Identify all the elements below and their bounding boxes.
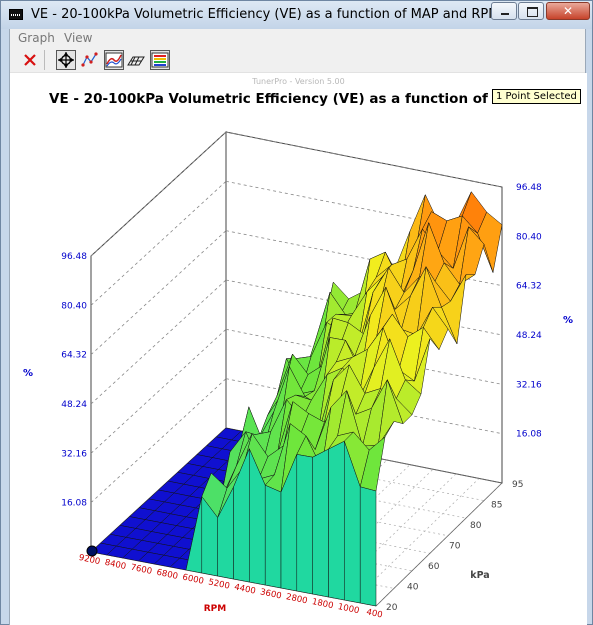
kpa-tick-label: 80 [470,521,482,531]
app-icon [9,9,23,20]
graph-area[interactable]: TunerPro - Version 5.00 VE - 20-100kPa V… [10,73,587,625]
wall-gridline [90,329,227,454]
menu-bar: Graph View [10,29,585,47]
wireframe-icon [127,56,145,66]
wall-gridline [225,131,503,188]
z-tick-right: 48.24 [516,331,542,341]
window-title: VE - 20-100kPa Volumetric Efficiency (VE… [31,7,500,22]
z-tick-left: 96.48 [61,252,87,262]
wall-gridline [90,279,227,405]
z-axis-label-right: % [563,315,573,326]
wireframe-button[interactable] [126,50,146,70]
rpm-tick-label: 7600 [130,563,153,577]
rpm-tick-label: 1000 [337,602,360,616]
z-tick-left: 48.24 [61,400,87,410]
z-tick-left: 32.16 [61,449,87,459]
surface-front-face [312,448,329,598]
kpa-tick-label: 60 [428,562,440,572]
minimize-button[interactable] [491,2,517,20]
wall-gridline [90,181,227,306]
rpm-axis-label: RPM [204,604,227,614]
surface-front-face [328,440,345,601]
menu-graph[interactable]: Graph [18,31,55,45]
maximize-button[interactable] [518,2,544,20]
wall-gridline [90,230,227,355]
rpm-tick-label: 5200 [207,577,230,591]
z-tick-right: 96.48 [516,183,542,193]
close-graph-button[interactable] [20,50,40,70]
kpa-tick-label: 85 [491,501,502,511]
kpa-tick-label: 40 [407,583,419,593]
kpa-tick-label: 70 [449,542,461,552]
z-tick-left: 16.08 [61,499,87,509]
rpm-tick-label: 400 [365,607,383,620]
close-window-button[interactable]: ✕ [546,2,590,20]
rpm-tick-label: 6000 [181,573,204,587]
toolbar-separator [44,50,45,70]
rpm-tick-label: 8400 [104,558,127,572]
rpm-tick-label: 2800 [285,592,308,606]
z-tick-right: 32.16 [516,380,542,390]
color-scale-button[interactable] [150,50,170,70]
kpa-tick-label: 20 [386,603,398,613]
surface-front-face [359,486,377,607]
menu-view[interactable]: View [64,31,93,45]
z-axis-label-left: % [23,368,33,379]
close-icon: ✕ [562,4,574,18]
rpm-tick-label: 1800 [311,597,334,611]
wall-gridline [90,378,227,503]
color-bars-icon [151,52,169,68]
selection-tooltip: 1 Point Selected [492,89,581,104]
graph-title: VE - 20-100kPa Volumetric Efficiency (VE… [49,91,541,107]
z-tick-right: 16.08 [516,430,542,440]
kpa-axis-label: kPa [470,570,489,581]
title-bar[interactable]: VE - 20-100kPa Volumetric Efficiency (VE… [1,1,592,29]
move-rotate-button[interactable] [56,50,76,70]
rpm-tick-label: 3600 [259,587,282,601]
surface-chart-icon [105,52,123,68]
z-tick-left: 80.40 [61,301,87,311]
toolbar [10,47,585,73]
crosshair-icon [58,52,74,68]
rpm-tick-label: 9200 [78,553,101,567]
version-text: TunerPro - Version 5.00 [252,77,345,86]
select-points-button[interactable] [80,50,100,70]
surface-front-face [264,484,282,589]
selected-point-marker [86,545,98,557]
z-tick-right: 64.32 [516,282,542,292]
surface-3d-button[interactable] [104,50,124,70]
kpa-tick-label: 95 [512,480,523,490]
surface-front-face [296,454,313,595]
rpm-tick-label: 4400 [233,582,256,596]
wall-gridline [90,131,227,257]
red-x-icon [24,54,36,66]
z-tick-left: 64.32 [61,351,87,361]
client-area: Graph View [9,29,587,625]
points-icon [81,52,98,67]
z-tick-right: 80.40 [516,232,542,242]
rpm-tick-label: 6800 [156,568,179,582]
surface-plot[interactable]: 16.08 32.16 48.24 64.32 80.40 96.48 16.08 32.16… [10,73,587,625]
